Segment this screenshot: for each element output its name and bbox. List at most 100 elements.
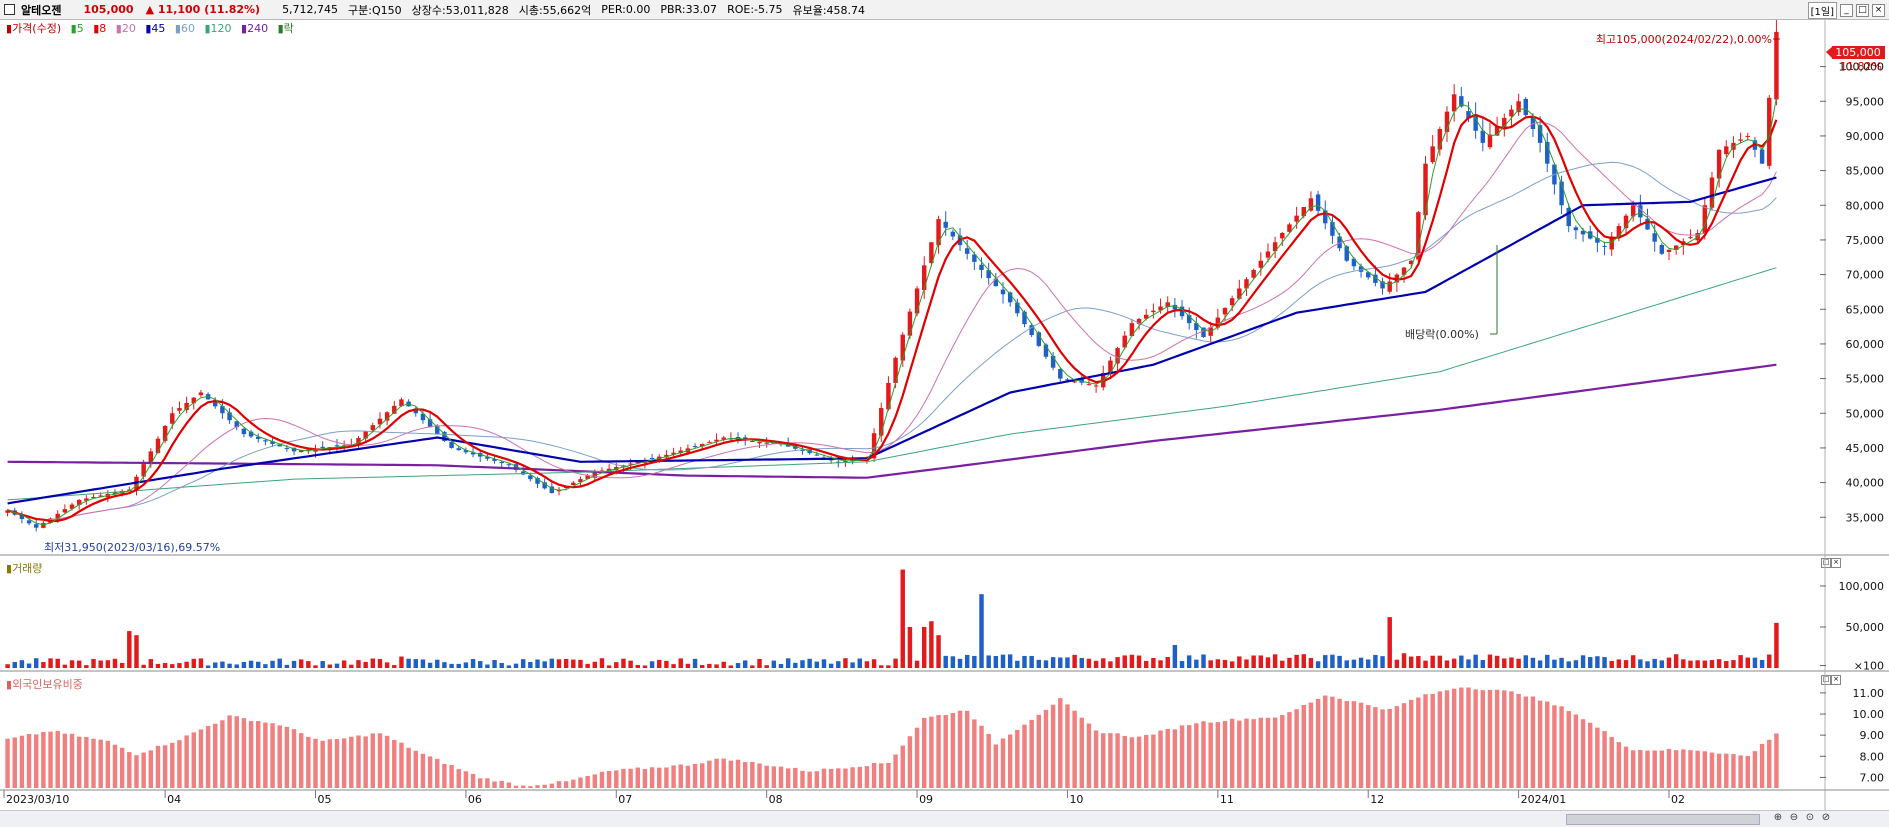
foreign-bar[interactable] [664,767,669,788]
volume-bar[interactable] [499,662,504,668]
foreign-bar[interactable] [1566,711,1571,788]
candle[interactable] [91,496,96,498]
volume-bar[interactable] [1229,661,1235,668]
foreign-bar[interactable] [1444,690,1450,788]
foreign-bar[interactable] [1459,687,1464,788]
foreign-bar[interactable] [1545,701,1550,788]
volume-bar[interactable] [1423,660,1428,668]
foreign-bar[interactable] [857,766,862,788]
candle[interactable] [1573,227,1579,231]
candle[interactable] [1373,274,1378,283]
foreign-bar[interactable] [1265,717,1271,788]
volume-bar[interactable] [707,663,712,668]
volume-bar[interactable] [370,658,376,668]
volume-bar[interactable] [621,658,626,668]
volume-bar[interactable] [170,664,175,668]
candle[interactable] [1380,281,1385,289]
candle[interactable] [592,472,598,478]
foreign-bar[interactable] [1509,691,1514,788]
volume-bar[interactable] [227,663,232,668]
volume-bar[interactable] [76,660,82,668]
volume-bar[interactable] [213,662,218,668]
foreign-bar[interactable] [750,761,755,788]
volume-bar[interactable] [263,664,268,668]
volume-bar[interactable] [184,661,189,668]
candle[interactable] [606,468,612,472]
volume-bar[interactable] [728,665,734,668]
foreign-bar[interactable] [635,767,640,788]
candle[interactable] [879,408,884,436]
foreign-bar[interactable] [1351,701,1357,788]
candle[interactable] [1645,218,1650,230]
candle[interactable] [1724,146,1729,155]
foreign-bar[interactable] [320,740,325,788]
volume-bar[interactable] [26,663,32,668]
volume-bar[interactable] [478,661,483,668]
foreign-bar[interactable] [1724,753,1729,788]
period-selector[interactable]: [1일] [1807,2,1837,19]
foreign-bar[interactable] [499,780,504,788]
volume-bar[interactable] [191,658,196,668]
foreign-bar[interactable] [456,769,461,788]
panel-close-icon[interactable]: × [1831,675,1841,685]
foreign-bar[interactable] [1179,725,1185,788]
candle[interactable] [1136,318,1142,324]
horizontal-scrollbar[interactable]: ⊕ ⊖ ⊙ ⊘ [0,810,1889,827]
foreign-bar[interactable] [1416,697,1421,788]
candle[interactable] [1165,302,1170,308]
foreign-bar[interactable] [1487,689,1493,788]
candle[interactable] [1179,306,1185,317]
foreign-bar[interactable] [356,735,361,788]
volume-bar[interactable] [155,663,161,668]
candle[interactable] [127,489,132,491]
candle[interactable] [1767,97,1772,166]
volume-bar[interactable] [685,663,691,668]
foreign-bar[interactable] [950,713,956,788]
candle[interactable] [1716,149,1722,179]
volume-bar[interactable] [1380,656,1385,668]
candle[interactable] [1015,302,1020,314]
candle[interactable] [227,412,232,421]
foreign-bar[interactable] [964,710,970,788]
candle[interactable] [1566,207,1571,227]
volume-bar[interactable] [807,658,812,668]
volume-bar[interactable] [671,664,676,668]
candle[interactable] [456,448,461,451]
foreign-bar[interactable] [1237,720,1242,788]
foreign-bar[interactable] [1280,715,1285,788]
foreign-bar[interactable] [714,758,719,788]
foreign-bar[interactable] [843,768,848,788]
foreign-bar[interactable] [1451,688,1457,788]
foreign-bar[interactable] [1408,699,1414,788]
candle[interactable] [363,431,368,439]
foreign-bar[interactable] [1645,750,1650,788]
candle[interactable] [1308,198,1314,211]
foreign-bar[interactable] [1752,751,1758,788]
volume-bar[interactable] [98,660,103,668]
candle[interactable] [1595,238,1600,243]
foreign-bar[interactable] [1688,750,1693,788]
volume-bar[interactable] [141,664,146,668]
candle[interactable] [98,495,103,497]
volume-bar[interactable] [1487,654,1493,668]
candle[interactable] [1151,310,1156,313]
volume-bar[interactable] [979,594,984,668]
volume-bar[interactable] [599,658,605,668]
volume-bar[interactable] [1050,657,1056,668]
candle[interactable] [542,482,547,489]
foreign-bar[interactable] [986,733,991,788]
candle[interactable] [1652,233,1657,242]
minimize-icon[interactable]: _ [1840,4,1853,17]
foreign-bar[interactable] [177,740,182,788]
foreign-bar[interactable] [1201,721,1206,788]
volume-bar[interactable] [1523,655,1528,668]
volume-bar[interactable] [1552,659,1557,668]
candle[interactable] [1036,332,1042,346]
foreign-bar[interactable] [1122,735,1127,788]
foreign-bar[interactable] [470,773,476,788]
candle[interactable] [1759,149,1765,164]
foreign-bar[interactable] [1065,704,1070,788]
volume-bar[interactable] [936,635,941,668]
foreign-bar[interactable] [41,731,46,788]
foreign-bar[interactable] [1251,719,1256,788]
